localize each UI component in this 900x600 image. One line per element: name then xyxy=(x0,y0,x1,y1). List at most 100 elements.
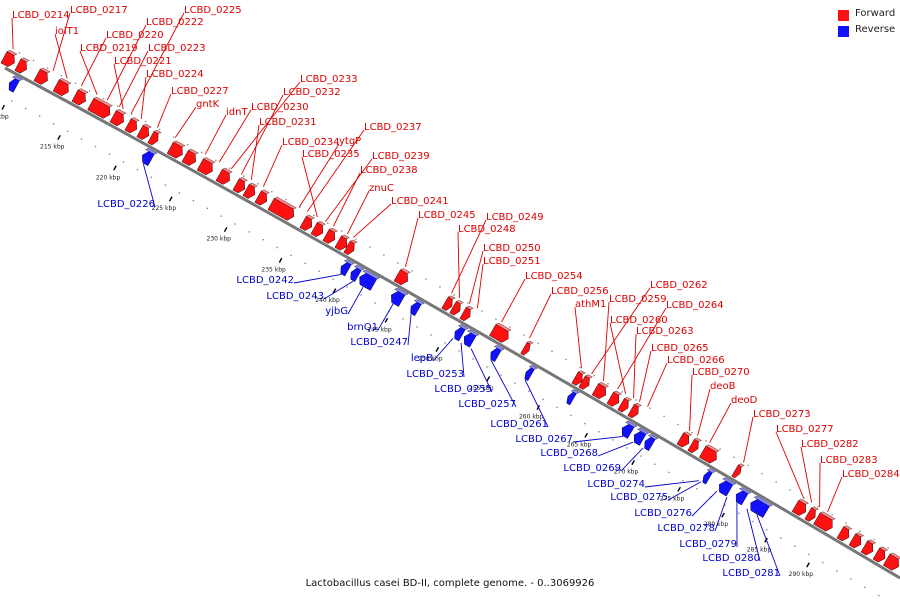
guide-dot xyxy=(649,407,651,409)
leader-line xyxy=(113,63,124,110)
guide-dot xyxy=(271,191,273,193)
guide-dot xyxy=(537,342,539,344)
genome-backbone xyxy=(4,66,900,580)
guide-dot xyxy=(705,440,707,442)
scale-tick-label: 250 kbp xyxy=(418,356,443,363)
forward-gene-label: LCBD_0264 xyxy=(666,300,724,311)
guide-dot xyxy=(234,223,237,225)
label-leaders xyxy=(11,12,843,577)
forward-gene xyxy=(136,123,152,140)
scale-tick xyxy=(721,512,725,518)
guide-dot xyxy=(663,415,665,418)
forward-gene-label: LCBD_0245 xyxy=(418,210,476,221)
scale-tick-label: 280 kbp xyxy=(704,521,729,528)
scale-tick-label: 255 kbp xyxy=(469,385,494,392)
scale-tick xyxy=(113,165,117,171)
guide-dot xyxy=(313,214,315,217)
leader-line xyxy=(689,374,693,432)
forward-gene-label: LCBD_0235 xyxy=(302,149,360,160)
forward-gene-label: idnT xyxy=(226,107,248,118)
scale-tick xyxy=(435,346,440,352)
forward-gene xyxy=(882,552,900,571)
leader-line xyxy=(106,24,147,101)
forward-gene-label: LCBD_0237 xyxy=(364,122,422,133)
forward-gene xyxy=(578,374,593,390)
forward-gene-label: LCBD_0224 xyxy=(146,69,204,80)
forward-gene-label: gntK xyxy=(196,99,220,110)
forward-gene-label: deoD xyxy=(731,395,758,406)
guide-dot xyxy=(257,183,259,185)
guide-dot xyxy=(836,570,838,572)
leader-line xyxy=(377,303,394,331)
leader-line xyxy=(298,143,340,208)
forward-gene-label: LCBD_0266 xyxy=(667,355,725,366)
guide-dot xyxy=(229,167,231,169)
scale-tick xyxy=(223,226,228,233)
guide-dot xyxy=(481,310,483,312)
leader-line xyxy=(332,172,361,227)
guide-dot xyxy=(24,107,27,110)
reverse-gene-label: LCBD_0261 xyxy=(490,419,548,430)
guide-dot xyxy=(144,120,147,123)
reverse-gene xyxy=(735,487,752,506)
guide-dot xyxy=(453,294,455,296)
guide-dot xyxy=(514,382,516,384)
reverse-gene xyxy=(340,259,355,277)
forward-gene xyxy=(676,431,693,448)
forward-gene xyxy=(299,214,315,231)
forward-gene xyxy=(181,148,199,166)
guide-dot xyxy=(304,262,306,265)
guide-dot xyxy=(38,115,41,117)
forward-gene xyxy=(449,300,464,316)
leader-line xyxy=(457,231,460,298)
leader-line xyxy=(323,280,354,300)
guide-dot xyxy=(808,553,810,556)
guide-dot xyxy=(276,246,278,249)
guide-dot xyxy=(831,514,833,516)
gene-labels: LCBD_0214 LCBD_0217 iolT1 LCBD_0220 LCBD_021… xyxy=(12,5,900,579)
guide-dot xyxy=(612,439,614,441)
forward-gene xyxy=(310,221,326,237)
reverse-gene xyxy=(391,287,409,307)
guide-dot xyxy=(733,456,735,458)
guide-dot xyxy=(873,538,875,541)
guide-dot xyxy=(467,302,469,304)
guide-dot xyxy=(430,334,432,336)
reverse-gene-label: LCBD_0257 xyxy=(458,399,516,410)
leader-line xyxy=(404,217,419,268)
forward-gene-label: LCBD_0230 xyxy=(251,102,309,113)
forward-gene xyxy=(196,157,216,176)
reverse-gene-label: LCBD_0253 xyxy=(406,369,464,380)
forward-gene-label: LCBD_0284 xyxy=(842,469,900,480)
guide-dot xyxy=(355,238,357,240)
forward-gene xyxy=(836,525,853,542)
guide-dot xyxy=(220,215,223,217)
forward-gene-label: znuC xyxy=(369,183,394,194)
reverse-gene xyxy=(490,345,505,362)
guide-dot xyxy=(290,254,292,257)
scale-tick xyxy=(486,376,491,382)
guide-dot xyxy=(803,497,805,499)
forward-gene-label: LCBD_0233 xyxy=(300,74,358,85)
forward-gene xyxy=(393,268,411,286)
guide-dot xyxy=(598,431,600,433)
forward-gene-label: LCBD_0239 xyxy=(372,151,430,162)
guide-dot xyxy=(201,151,203,154)
reverse-gene-label: lepB xyxy=(411,353,433,364)
scale-tick xyxy=(384,317,389,323)
leader-line xyxy=(597,441,634,457)
forward-gene xyxy=(322,227,338,244)
guide-dot xyxy=(192,199,195,202)
forward-gene xyxy=(731,463,745,479)
leader-line xyxy=(347,286,364,315)
forward-gene-label: LCBD_0262 xyxy=(650,280,708,291)
forward-gene xyxy=(0,50,18,67)
forward-gene-label: LCBD_0214 xyxy=(12,10,70,21)
reverse-gene-label: LCBD_0279 xyxy=(679,539,737,550)
forward-gene-label: LCBD_0220 xyxy=(106,30,164,41)
forward-legend-label: Forward xyxy=(855,8,896,19)
forward-gene-label: LCBD_0227 xyxy=(171,86,229,97)
leader-line xyxy=(490,359,517,408)
forward-gene xyxy=(804,506,819,522)
scale-tick-label: 285 kbp xyxy=(747,546,772,553)
